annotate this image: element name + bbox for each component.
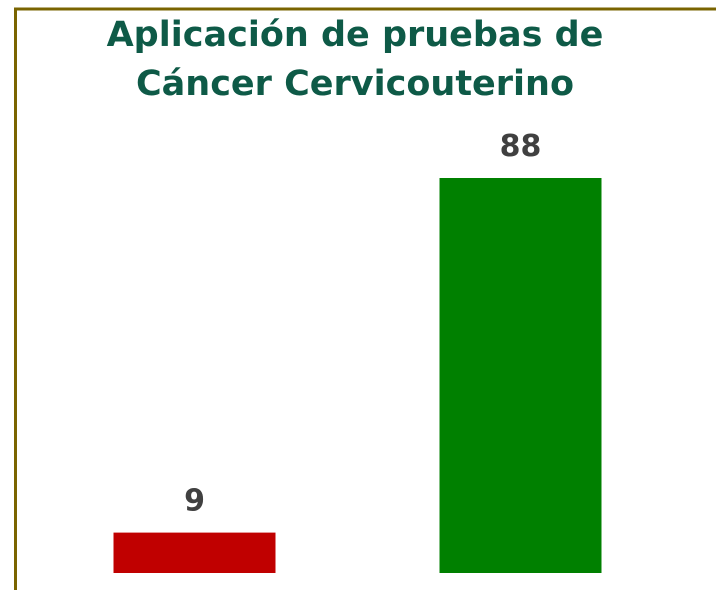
chart-title: Aplicación de pruebas de xyxy=(107,15,604,55)
bar xyxy=(439,178,602,573)
bar xyxy=(113,532,276,573)
chart-title: Cáncer Cervicouterino xyxy=(136,64,574,104)
value-label: 9 xyxy=(184,484,205,519)
value-label: 88 xyxy=(500,129,542,164)
